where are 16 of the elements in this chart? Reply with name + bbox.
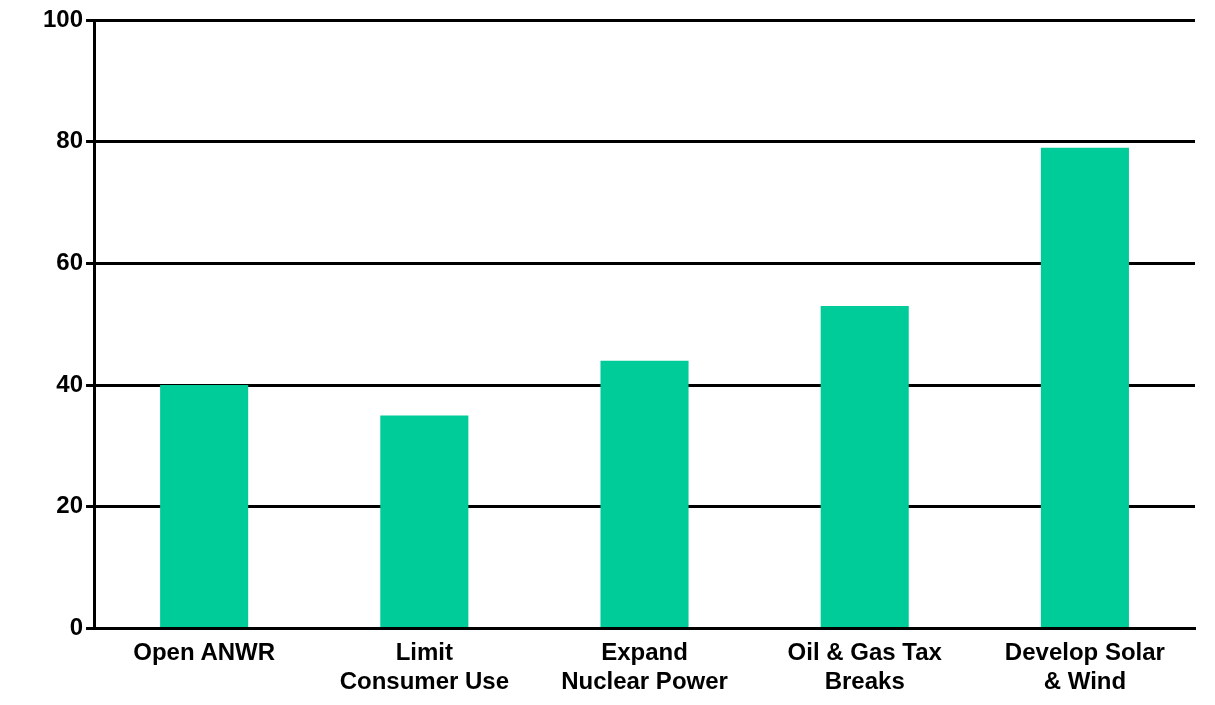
x-tick-label: Open ANWR	[133, 638, 276, 666]
y-tick-label: 40	[56, 369, 84, 397]
y-tick-label: 20	[56, 491, 84, 519]
bar	[160, 385, 249, 627]
y-tick-label: 100	[43, 4, 84, 32]
bar	[1040, 147, 1129, 627]
bar	[600, 360, 689, 627]
x-tick-label: Expand Nuclear Power	[561, 638, 728, 695]
y-tick-label: 80	[56, 126, 84, 154]
x-tick-label: Limit Consumer Use	[339, 638, 510, 695]
y-tick-label: 0	[69, 613, 84, 641]
x-tick-label: Develop Solar & Wind	[1004, 638, 1165, 695]
x-tick-label: Oil & Gas Tax Breaks	[787, 638, 943, 695]
bar	[380, 415, 469, 627]
bar	[820, 305, 909, 627]
y-tick-label: 60	[56, 247, 84, 275]
